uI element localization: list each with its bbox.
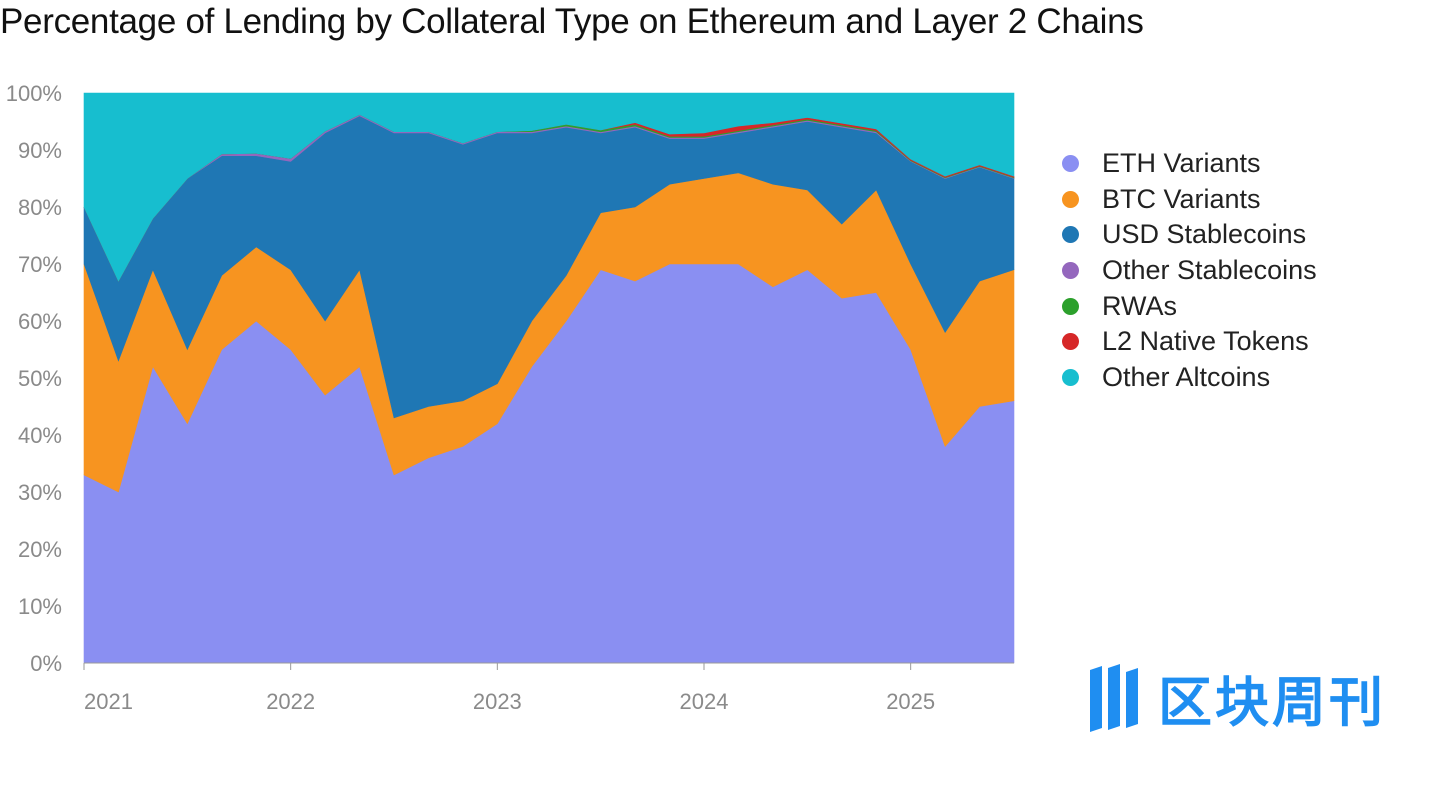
area-other-altcoins [83, 92, 1015, 282]
legend-item: BTC Variants [1062, 182, 1342, 218]
y-tick-label: 10% [18, 594, 62, 619]
x-tick-label: 2021 [84, 689, 133, 714]
watermark-text: 区块周刊 [1158, 671, 1386, 734]
legend-label: RWAs [1102, 290, 1178, 321]
y-tick-label: 40% [18, 423, 62, 448]
y-tick-label: 20% [18, 537, 62, 562]
legend-swatch [1062, 190, 1079, 208]
plot-areas [83, 92, 1015, 664]
x-tick-label: 2025 [886, 689, 935, 714]
y-tick-label: 80% [18, 195, 62, 220]
watermark-logo [1090, 664, 1138, 732]
y-tick-label: 30% [18, 480, 62, 505]
x-tick-label: 2023 [473, 689, 522, 714]
legend-label: ETH Variants [1102, 148, 1261, 179]
legend-label: Other Altcoins [1102, 361, 1271, 392]
legend: ETH Variants BTC Variants USD Stablecoins O… [1062, 146, 1342, 395]
legend-swatch [1062, 226, 1079, 244]
y-tick-label: 70% [18, 252, 62, 277]
legend-label: BTC Variants [1102, 183, 1261, 214]
y-tick-label: 90% [18, 138, 62, 163]
y-tick-label: 100% [6, 81, 62, 106]
legend-item: L2 Native Tokens [1062, 324, 1342, 360]
legend-item: ETH Variants [1062, 146, 1342, 182]
legend-swatch [1062, 368, 1079, 386]
legend-swatch [1062, 297, 1079, 315]
axes: 0% 10% 20% 30% 40% 50% 60% 70% 80% 90% 100% 2021 202… [6, 81, 1014, 714]
legend-item: USD Stablecoins [1062, 217, 1342, 253]
y-tick-label: 60% [18, 309, 62, 334]
x-tick-label: 2024 [680, 689, 729, 714]
legend-swatch [1062, 155, 1079, 173]
x-tick-label: 2022 [266, 689, 315, 714]
chart-title: Percentage of Lending by Collateral Type… [0, 2, 1144, 41]
legend-label: USD Stablecoins [1102, 219, 1307, 250]
legend-item: Other Altcoins [1062, 360, 1342, 396]
legend-label: Other Stablecoins [1102, 255, 1317, 286]
legend-label: L2 Native Tokens [1102, 326, 1309, 357]
watermark: 区块周刊 [1076, 614, 1440, 774]
legend-swatch [1062, 333, 1079, 351]
legend-swatch [1062, 262, 1079, 280]
legend-item: Other Stablecoins [1062, 253, 1342, 289]
y-tick-label: 50% [18, 366, 62, 391]
legend-item: RWAs [1062, 288, 1342, 324]
y-tick-label: 0% [30, 651, 62, 676]
